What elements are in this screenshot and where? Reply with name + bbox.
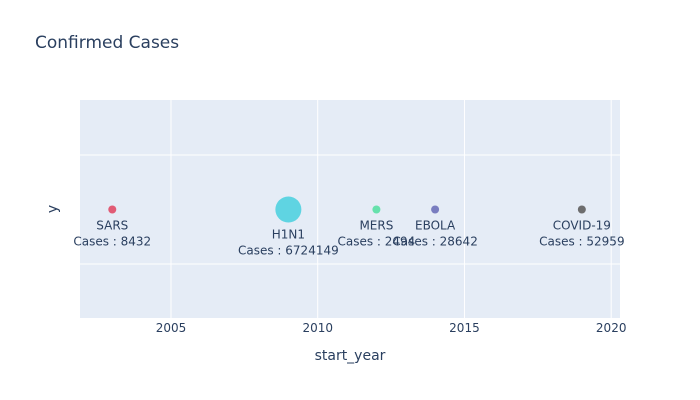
data-value-covid-19: Cases : 52959 [539,235,624,249]
data-label-mers: MERS [359,219,393,233]
data-labels: SARS Cases : 8432 H1N1 Cases : 6724149 MERS C… [73,219,624,258]
x-tick-labels: 2005 2010 2015 2020 [156,321,627,335]
data-points [108,196,586,223]
data-point-sars[interactable] [108,205,117,214]
data-value-h1n1: Cases : 6724149 [238,244,339,258]
data-point-mers[interactable] [372,205,381,214]
y-axis-title: y [45,205,61,213]
x-tick-label: 2005 [156,321,187,335]
x-tick-label: 2015 [449,321,480,335]
data-label-covid-19: COVID-19 [553,219,611,233]
data-point-covid-19[interactable] [577,205,586,214]
grid-lines [80,100,620,318]
data-value-ebola: Cases : 28642 [392,235,477,249]
x-axis-title: start_year [315,348,386,364]
plot-background [80,100,620,318]
data-label-sars: SARS [96,219,128,233]
data-value-sars: Cases : 8432 [73,235,151,249]
data-point-ebola[interactable] [431,205,440,214]
x-tick-label: 2010 [302,321,333,335]
data-label-h1n1: H1N1 [272,228,305,242]
data-label-ebola: EBOLA [415,219,456,233]
chart-title: Confirmed Cases [35,33,180,53]
x-tick-label: 2020 [596,321,627,335]
data-value-mers: Cases : 2494 [337,235,415,249]
data-point-h1n1[interactable] [275,196,302,223]
